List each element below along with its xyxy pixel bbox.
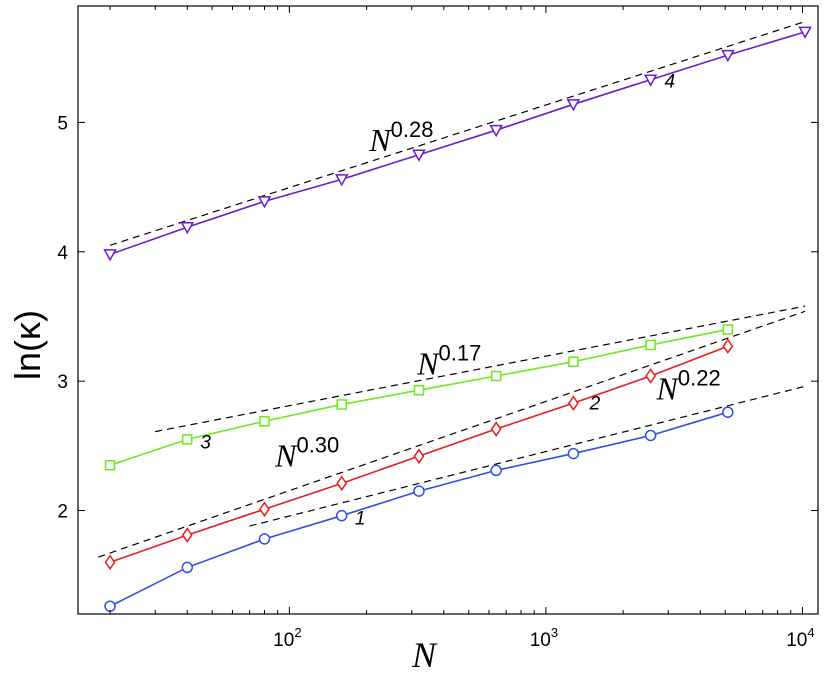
data-point [181, 561, 194, 574]
labels: N0.28 N0.17 N0.30 N0.22 1 2 3 4 [200, 71, 720, 529]
data-point [413, 485, 425, 497]
data-point [104, 554, 116, 571]
data-point [644, 429, 657, 442]
fit-label: N0.17 [416, 341, 481, 382]
x-tick-label: 104 [786, 625, 814, 651]
x-axis-label: N [411, 635, 438, 675]
y-axis-label: ln(κ) [7, 310, 48, 380]
fit-line [109, 20, 806, 246]
y-tick-label: 5 [57, 113, 68, 134]
fit-line [98, 310, 806, 558]
data-point [335, 509, 348, 522]
data-point [643, 74, 658, 87]
data-point [567, 447, 580, 460]
data-point [336, 475, 348, 492]
series-1 [104, 406, 734, 612]
data-point [182, 434, 193, 445]
y-tick-label: 4 [57, 243, 68, 264]
x-tick-label: 103 [530, 625, 558, 651]
series-lines [103, 26, 812, 612]
data-point [104, 600, 116, 612]
data-point [258, 533, 271, 545]
series-3 [104, 324, 734, 471]
data-point [798, 26, 812, 39]
series-annotation: 4 [665, 71, 676, 92]
y-tick-label: 3 [57, 372, 68, 393]
data-point [722, 324, 734, 335]
data-point [490, 464, 502, 477]
fit-lines [98, 20, 806, 558]
data-point [413, 384, 425, 396]
series-line [109, 31, 806, 256]
data-point [721, 49, 735, 63]
data-point [490, 370, 502, 382]
data-point [567, 395, 579, 411]
data-point [257, 196, 272, 209]
data-point [181, 527, 193, 543]
data-point [336, 399, 347, 410]
data-point [259, 501, 270, 518]
data-point [722, 406, 734, 418]
data-point [722, 338, 734, 355]
data-point [259, 416, 270, 427]
series-annotation: 3 [200, 432, 211, 453]
series-annotation: 1 [355, 509, 366, 530]
series-annotation: 2 [589, 394, 601, 415]
x-tick-label: 102 [273, 625, 301, 651]
data-point [103, 249, 117, 262]
data-point [104, 459, 116, 471]
data-point [489, 124, 503, 138]
data-point [334, 174, 349, 187]
fit-line [155, 305, 806, 433]
data-point [566, 99, 581, 112]
series-2 [104, 338, 734, 571]
y-tick-label: 2 [57, 502, 68, 523]
data-point [180, 221, 195, 235]
data-point [413, 448, 425, 464]
axis-ticks: 102 103 104 2 3 4 5 [57, 6, 818, 651]
fit-label: N0.22 [656, 365, 721, 406]
data-point [568, 356, 579, 367]
data-point [645, 368, 657, 384]
fit-label: N0.30 [274, 433, 339, 474]
plot-frame [77, 5, 819, 615]
data-point [645, 339, 656, 351]
series-4 [103, 26, 812, 262]
fit-label: N0.28 [368, 117, 433, 158]
data-point [412, 149, 426, 162]
data-point [490, 421, 502, 437]
